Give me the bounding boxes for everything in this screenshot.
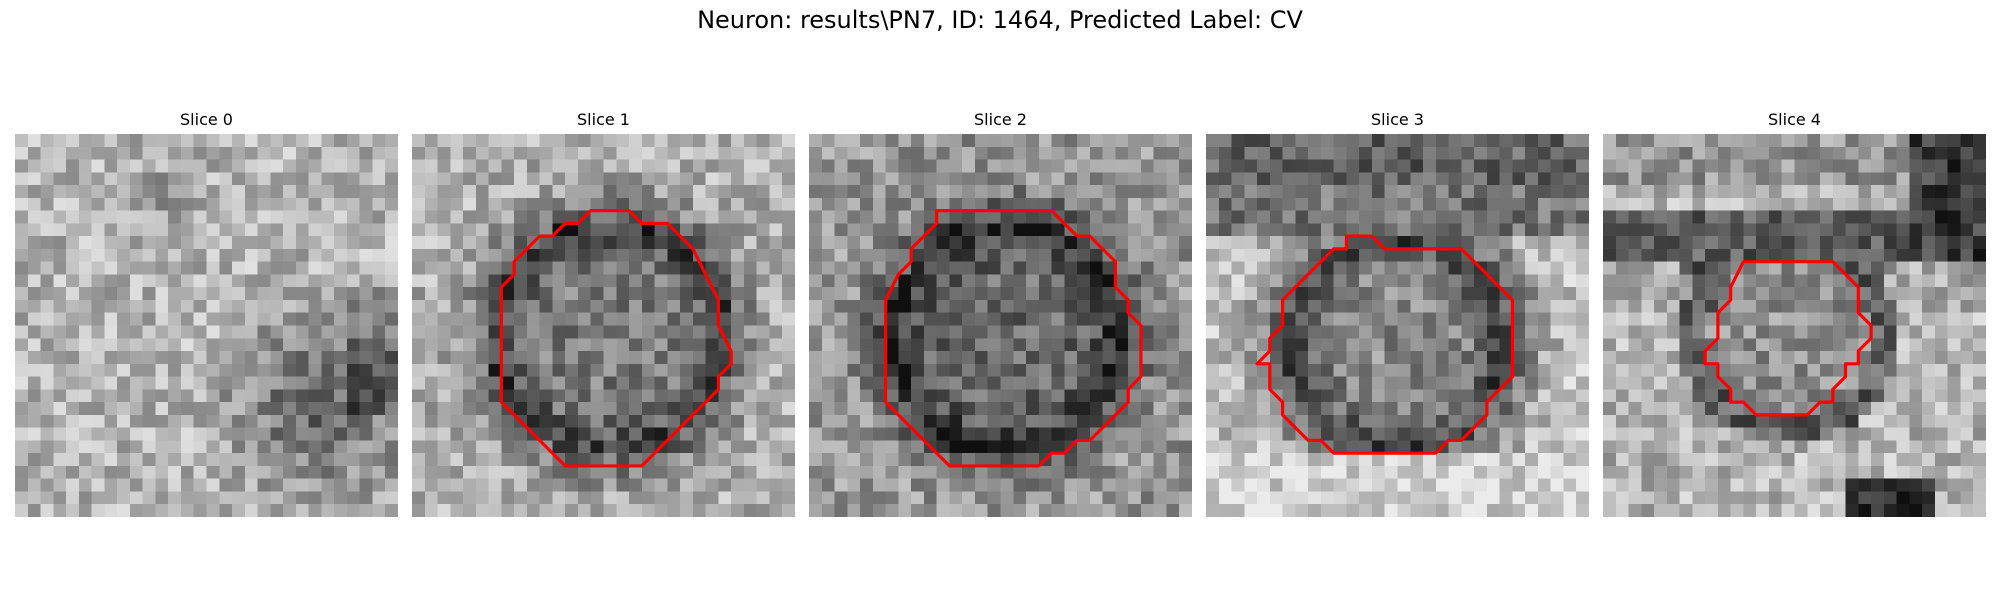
slice-image [412,134,795,517]
slice-image [1603,134,1986,517]
segmentation-contour [1255,234,1514,455]
slice-title: Slice 2 [974,110,1027,129]
segmentation-contour [884,209,1143,468]
slice-panel-3: Slice 3 [1206,110,1589,517]
slice-image [1206,134,1589,517]
slice-panel-4: Slice 4 [1603,110,1986,517]
slice-title: Slice 0 [180,110,233,129]
slice-panel-0: Slice 0 [15,110,398,517]
segmentation-contour [499,209,733,468]
slice-title: Slice 4 [1768,110,1821,129]
slice-title: Slice 3 [1371,110,1424,129]
slice-image [809,134,1192,517]
slice-image [15,134,398,517]
figure-title: Neuron: results\PN7, ID: 1464, Predicted… [697,6,1303,34]
slice-panel-2: Slice 2 [809,110,1192,517]
segmentation-contour [1703,260,1873,417]
slice-panel-1: Slice 1 [412,110,795,517]
slice-title: Slice 1 [577,110,630,129]
